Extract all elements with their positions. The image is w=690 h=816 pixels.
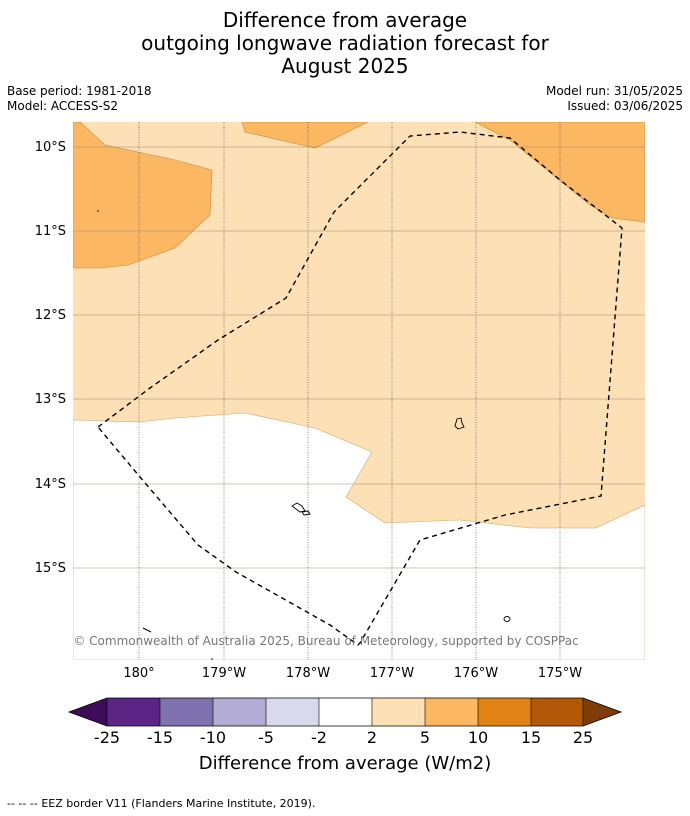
- islands: [97, 210, 511, 660]
- lat-label: 10°S: [35, 140, 66, 155]
- colorbar-tick: -5: [258, 728, 274, 747]
- lat-label: 11°S: [35, 224, 66, 239]
- longitude-labels: 180° 179°W 178°W 177°W 176°W 175°W: [123, 666, 582, 681]
- chart-title-line-2: outgoing longwave radiation forecast for: [141, 31, 549, 55]
- eez-legend-symbol: -- -- --: [7, 797, 38, 810]
- colorbar-tick: -25: [94, 728, 120, 747]
- colorbar-segment: [425, 698, 478, 726]
- colorbar-tick: -10: [200, 728, 226, 747]
- anomaly-band-5-to-10-west: [73, 122, 213, 269]
- eez-legend: -- -- -- EEZ border V11 (Flanders Marine…: [7, 797, 315, 810]
- issued-date: Issued: 03/06/2025: [567, 99, 683, 113]
- lat-label: 13°S: [35, 392, 66, 407]
- neutral-anomaly-region: [73, 412, 645, 660]
- chart-title-line-1: Difference from average: [222, 8, 468, 32]
- colorbar-label: Difference from average (W/m2): [198, 753, 492, 774]
- model-run: Model run: 31/05/2025: [545, 84, 683, 98]
- colorbar: -25 -15 -10 -5 -2 2 5 10 15 25: [67, 697, 623, 747]
- colorbar-segment: [372, 698, 425, 726]
- colorbar-tick: -2: [311, 728, 327, 747]
- lat-label: 15°S: [35, 561, 66, 576]
- island-southwest: [142, 627, 152, 633]
- colorbar-tick: 15: [521, 728, 541, 747]
- colorbar-extend-low: [69, 698, 107, 726]
- island-east: [454, 417, 465, 430]
- latitude-labels: 10°S 11°S 12°S 13°S 14°S 15°S: [35, 140, 66, 576]
- base-period: Base period: 1981-2018: [7, 84, 152, 98]
- lon-label: 177°W: [370, 666, 414, 681]
- island-south-edge: [211, 658, 213, 660]
- lon-label: 175°W: [538, 666, 582, 681]
- lat-label: 14°S: [35, 477, 66, 492]
- colorbar-tick: 5: [420, 728, 430, 747]
- meta-left: Base period: 1981-2018 Model: ACCESS-S2: [7, 84, 152, 114]
- island-south-1: [291, 502, 306, 513]
- colorbar-segment: [213, 698, 266, 726]
- anomaly-band-5-to-10-north: [241, 122, 369, 149]
- map-area: [73, 122, 645, 660]
- eez-border: [96, 131, 623, 646]
- lon-label: 180°: [123, 666, 154, 681]
- colorbar-tick: 10: [468, 728, 488, 747]
- colorbar-tick: -15: [147, 728, 173, 747]
- eez-legend-text: EEZ border V11 (Flanders Marine Institut…: [41, 797, 316, 810]
- lat-label: 12°S: [35, 308, 66, 323]
- lon-label: 178°W: [286, 666, 330, 681]
- meta-right: Model run: 31/05/2025 Issued: 03/06/2025: [546, 84, 683, 114]
- colorbar-extend-high: [583, 698, 621, 726]
- colorbar-segment: [319, 698, 372, 726]
- colorbar-segment: [478, 698, 531, 726]
- lon-label: 179°W: [202, 666, 246, 681]
- colorbar-segment: [107, 698, 160, 726]
- model-name: Model: ACCESS-S2: [7, 99, 119, 113]
- colorbar-segment: [160, 698, 213, 726]
- gridlines: [73, 122, 645, 660]
- lon-label: 176°W: [454, 666, 498, 681]
- island-northwest: [97, 210, 99, 212]
- copyright-text: © Commonwealth of Australia 2025, Bureau…: [73, 634, 578, 648]
- colorbar-tick: 2: [367, 728, 377, 747]
- colorbar-segment: [531, 698, 583, 726]
- chart-title-line-3: August 2025: [281, 54, 409, 78]
- colorbar-segment: [266, 698, 319, 726]
- island-southeast: [503, 616, 511, 622]
- colorbar-tick: 25: [573, 728, 593, 747]
- island-south-2: [301, 510, 311, 516]
